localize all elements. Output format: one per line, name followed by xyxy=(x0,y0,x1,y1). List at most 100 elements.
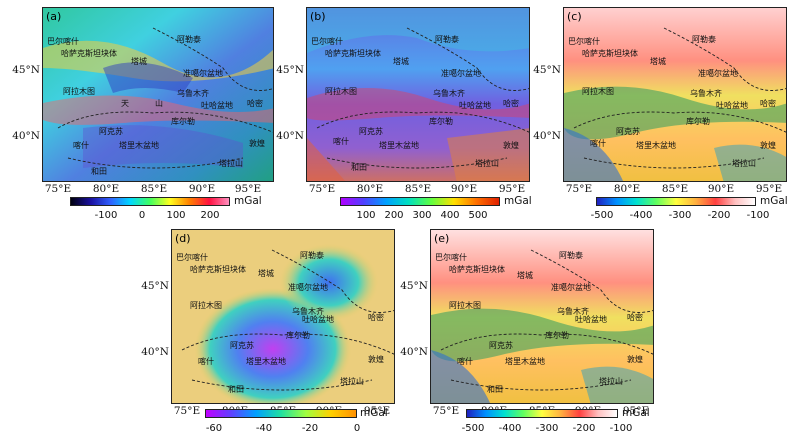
colorbar-tick: -20 xyxy=(301,423,319,434)
place-label: 塔拉山 xyxy=(219,159,243,168)
lon-label: 95°E xyxy=(234,183,262,195)
lon-label: 75°E xyxy=(308,183,336,195)
colorbar-e xyxy=(466,409,618,418)
place-label: 阿拉木图 xyxy=(63,87,95,96)
colorbar-tick: 100 xyxy=(166,210,186,221)
colorbar-unit: mGal xyxy=(234,195,262,207)
place-label: 塔拉山 xyxy=(340,377,364,386)
lon-label: 80°E xyxy=(92,183,120,195)
place-label: 塔城 xyxy=(650,57,666,66)
colorbar-unit: mGal xyxy=(360,407,388,419)
place-label: 库尔勒 xyxy=(286,331,310,340)
place-label: 吐哈盆地 xyxy=(459,101,491,110)
place-label: 哈萨克斯坦块体 xyxy=(190,265,246,274)
place-label: 乌鲁木齐 xyxy=(557,307,589,316)
place-label: 哈萨克斯坦块体 xyxy=(582,49,638,58)
colorbar-b xyxy=(340,197,500,206)
lat-label: 40°N xyxy=(141,346,169,358)
place-label: 准噶尔盆地 xyxy=(551,283,591,292)
colorbar-tick: 0 xyxy=(138,210,146,221)
lat-label: 45°N xyxy=(12,64,40,76)
lat-label: 45°N xyxy=(400,280,428,292)
place-label: 和田 xyxy=(91,167,107,176)
map-a: (a) 巴尔喀什 哈萨克斯坦块体 塔城 阿勒泰 准噶尔盆地 阿拉木图 天 山 乌… xyxy=(42,7,274,182)
colorbar-tick: -100 xyxy=(609,423,633,434)
place-label: 阿勒泰 xyxy=(177,35,201,44)
place-label: 山 xyxy=(155,99,163,108)
colorbar-tick: -200 xyxy=(572,423,596,434)
colorbar-tick: -100 xyxy=(746,210,770,221)
place-label: 阿勒泰 xyxy=(692,35,716,44)
map-c-field xyxy=(564,8,786,181)
place-label: 喀什 xyxy=(198,357,214,366)
colorbar-tick: 200 xyxy=(384,210,404,221)
place-label: 哈密 xyxy=(760,99,776,108)
lat-label: 40°N xyxy=(276,130,304,142)
place-label: 哈密 xyxy=(368,313,384,322)
lon-label: 75°E xyxy=(432,405,460,417)
lon-label: 90°E xyxy=(707,183,735,195)
colorbar-tick: -300 xyxy=(535,423,559,434)
lat-label: 40°N xyxy=(12,130,40,142)
place-label: 敦煌 xyxy=(249,139,265,148)
place-label: 哈密 xyxy=(503,99,519,108)
place-label: 阿勒泰 xyxy=(559,251,583,260)
colorbar-d xyxy=(205,409,357,418)
place-label: 吐哈盆地 xyxy=(302,315,334,324)
colorbar-tick: -40 xyxy=(255,423,273,434)
place-label: 库尔勒 xyxy=(545,331,569,340)
place-label: 塔城 xyxy=(258,269,274,278)
place-label: 塔拉山 xyxy=(599,377,623,386)
colorbar-tick: 0 xyxy=(353,423,361,434)
lat-label: 40°N xyxy=(533,130,561,142)
colorbar-tick: -200 xyxy=(707,210,731,221)
map-d: (d) 巴尔喀什 哈萨克斯坦块体 塔城 阿勒泰 准噶尔盆地 阿拉木图 乌鲁木齐 … xyxy=(171,229,395,404)
place-label: 乌鲁木齐 xyxy=(433,89,465,98)
lon-label: 75°E xyxy=(44,183,72,195)
place-label: 阿克苏 xyxy=(359,127,383,136)
place-label: 喀什 xyxy=(73,141,89,150)
place-label: 哈萨克斯坦块体 xyxy=(61,49,117,58)
map-b: (b) 巴尔喀什 哈萨克斯坦块体 塔城 阿勒泰 准噶尔盆地 阿拉木图 乌鲁木齐 … xyxy=(306,7,530,182)
lon-label: 85°E xyxy=(404,183,432,195)
panel-label: (a) xyxy=(46,10,62,23)
colorbar-tick: 100 xyxy=(356,210,376,221)
place-label: 哈萨克斯坦块体 xyxy=(325,49,381,58)
lon-label: 85°E xyxy=(661,183,689,195)
place-label: 塔里木盆地 xyxy=(379,141,419,150)
colorbar-tick: 300 xyxy=(412,210,432,221)
colorbar-c xyxy=(596,197,756,206)
place-label: 阿克苏 xyxy=(616,127,640,136)
place-label: 巴尔喀什 xyxy=(568,37,600,46)
place-label: 乌鲁木齐 xyxy=(177,89,209,98)
panel-label: (e) xyxy=(434,232,450,245)
place-label: 敦煌 xyxy=(503,141,519,150)
place-label: 阿克苏 xyxy=(230,341,254,350)
lon-label: 95°E xyxy=(498,183,526,195)
lon-label: 90°E xyxy=(450,183,478,195)
colorbar-unit: mGal xyxy=(622,407,650,419)
lat-label: 40°N xyxy=(400,346,428,358)
panel-label: (b) xyxy=(310,10,326,23)
place-label: 哈密 xyxy=(247,99,263,108)
lon-label: 95°E xyxy=(755,183,783,195)
map-e-field xyxy=(431,230,653,403)
place-label: 准噶尔盆地 xyxy=(288,283,328,292)
place-label: 乌鲁木齐 xyxy=(292,307,324,316)
place-label: 阿克苏 xyxy=(489,341,513,350)
place-label: 吐哈盆地 xyxy=(716,101,748,110)
place-label: 巴尔喀什 xyxy=(435,253,467,262)
place-label: 塔里木盆地 xyxy=(505,357,545,366)
lon-label: 75°E xyxy=(565,183,593,195)
place-label: 乌鲁木齐 xyxy=(690,89,722,98)
colorbar-tick: -500 xyxy=(461,423,485,434)
place-label: 喀什 xyxy=(590,139,606,148)
map-b-field xyxy=(307,8,529,181)
place-label: 阿拉木图 xyxy=(449,301,481,310)
map-d-field xyxy=(172,230,394,403)
lon-label: 80°E xyxy=(356,183,384,195)
place-label: 塔拉山 xyxy=(732,159,756,168)
colorbar-tick: 500 xyxy=(468,210,488,221)
colorbar-tick: -400 xyxy=(498,423,522,434)
map-e: (e) 巴尔喀什 哈萨克斯坦块体 塔城 阿勒泰 准噶尔盆地 阿拉木图 乌鲁木齐 … xyxy=(430,229,654,404)
